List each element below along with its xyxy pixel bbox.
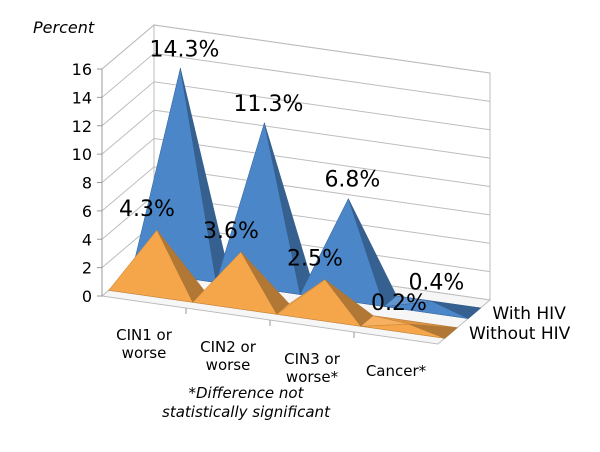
category-label: CIN2 or worse <box>200 338 257 374</box>
data-label: 14.3% <box>149 37 219 62</box>
footnote-line: *Difference not <box>189 384 305 402</box>
data-label: 3.6% <box>203 219 259 244</box>
y-tick-label: 0 <box>82 287 92 306</box>
y-tick-label: 12 <box>72 117 92 136</box>
gridline <box>101 166 491 216</box>
series-label: With HIV <box>492 304 566 324</box>
category-label: CIN1 or worse <box>116 326 173 362</box>
pyramid-with-hiv <box>383 295 482 319</box>
series-label: Without HIV <box>469 324 571 344</box>
data-label: 0.4% <box>408 271 464 296</box>
data-label: 4.3% <box>119 197 175 222</box>
x-axis-categories: CIN1 or worse CIN2 or worse CIN3 or worse* Can… <box>116 326 427 386</box>
pyramid-without-hiv <box>192 251 290 315</box>
y-tick-label: 4 <box>82 230 92 249</box>
gridline <box>101 52 491 102</box>
gridline <box>101 81 491 131</box>
gridline <box>101 137 491 187</box>
data-label: 2.5% <box>287 247 343 272</box>
y-tick-label: 14 <box>72 88 92 107</box>
data-label: 11.3% <box>233 92 303 117</box>
y-tick-label: 8 <box>82 174 92 193</box>
data-label: 6.8% <box>324 168 380 193</box>
category-label: Cancer* <box>366 362 427 380</box>
chart-marks: 14.3% 4.3% 11.3% 3.6% 6.8% 2.5% 0.4%0.2% <box>108 37 482 339</box>
y-tick-label: 16 <box>72 60 92 79</box>
gridline <box>101 109 491 159</box>
footnote-line: statistically significant <box>162 403 331 421</box>
y-tick-label: 6 <box>82 202 92 221</box>
y-axis: 0 2 4 6 8 10 12 14 16 <box>72 60 103 306</box>
pyramid-without-hiv <box>276 279 374 327</box>
gridline <box>101 24 491 74</box>
y-tick-label: 2 <box>82 259 92 278</box>
y-tick-label: 10 <box>72 145 92 164</box>
pyramid-without-hiv <box>108 229 206 303</box>
data-label: 0.2% <box>371 291 427 316</box>
category-label: CIN3 or worse* <box>284 350 341 386</box>
pyramid-without-hiv <box>360 315 458 339</box>
y-axis-title: Percent <box>33 18 95 37</box>
